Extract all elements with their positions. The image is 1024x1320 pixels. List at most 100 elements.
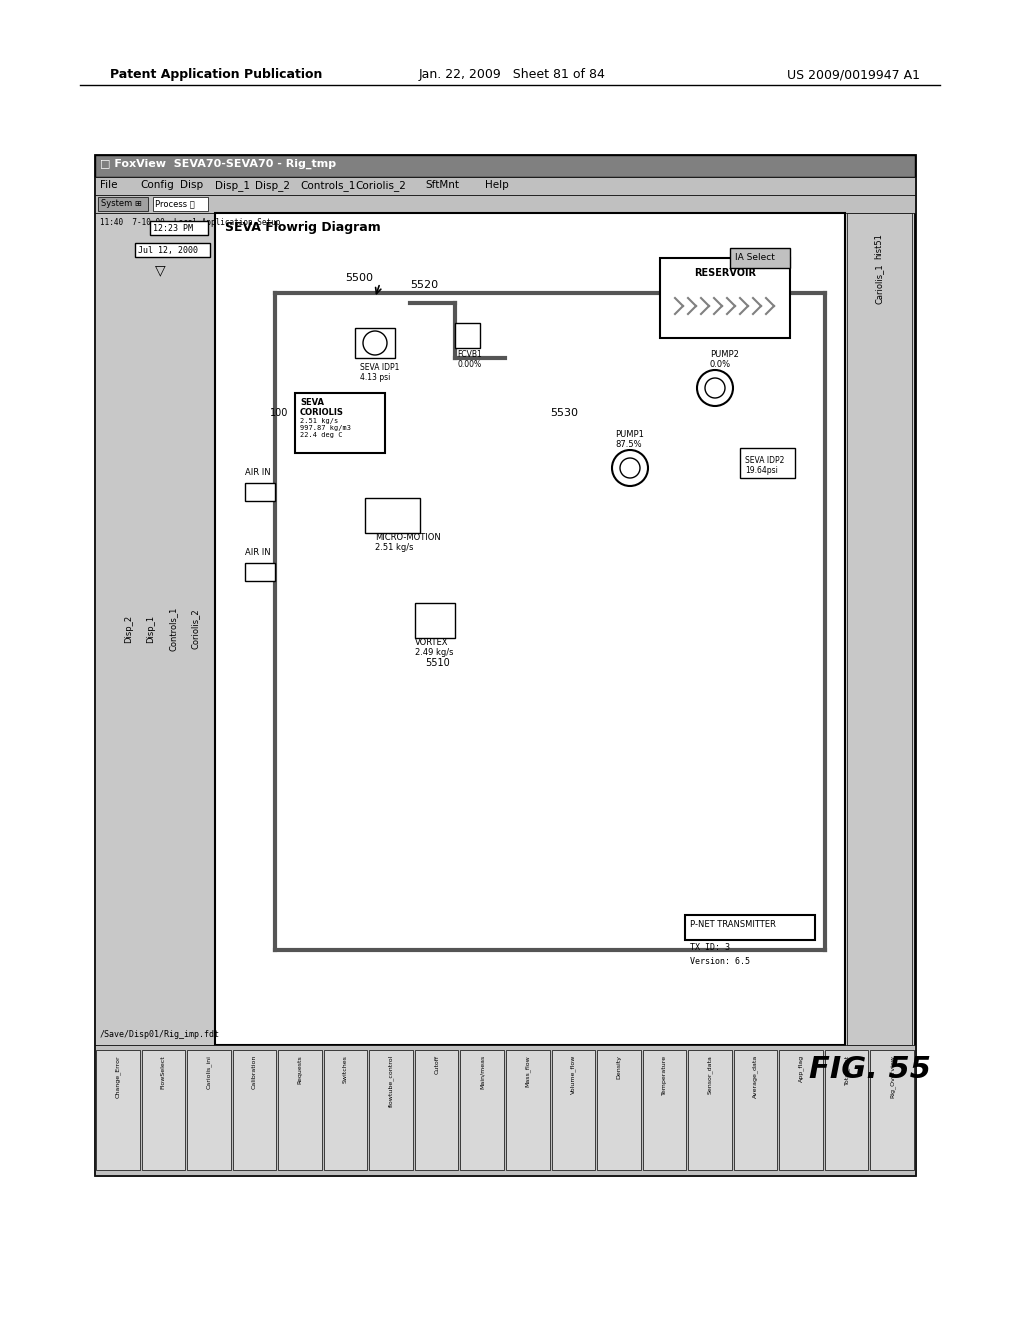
Bar	[355, 327, 395, 358]
Circle shape	[620, 458, 640, 478]
Text: Process 🔍: Process 🔍	[155, 199, 195, 209]
Circle shape	[362, 331, 387, 355]
Text: Density: Density	[616, 1055, 622, 1078]
Bar	[324, 1049, 368, 1170]
Text: Disp: Disp	[180, 180, 203, 190]
Text: File: File	[100, 180, 118, 190]
Text: 5530: 5530	[550, 408, 578, 418]
Text: Coriolis_2: Coriolis_2	[355, 180, 406, 191]
Text: App_flag: App_flag	[799, 1055, 804, 1082]
Text: Jan. 22, 2009   Sheet 81 of 84: Jan. 22, 2009 Sheet 81 of 84	[419, 69, 605, 81]
Text: Switches: Switches	[343, 1055, 348, 1082]
Text: 12:23 PM: 12:23 PM	[153, 224, 193, 234]
Text: Disp_2: Disp_2	[125, 615, 133, 643]
Text: Requests: Requests	[298, 1055, 302, 1084]
Bar	[685, 915, 815, 940]
Text: Average_data: Average_data	[753, 1055, 759, 1098]
Bar	[847, 213, 912, 1045]
Bar	[643, 1049, 686, 1170]
Text: hist51: hist51	[874, 234, 884, 259]
Bar	[455, 323, 480, 348]
Text: Disp_2: Disp_2	[255, 180, 290, 191]
Text: MICRO-MOTION
2.51 kg/s: MICRO-MOTION 2.51 kg/s	[375, 533, 440, 552]
Text: 2.51 kg/s
997.87 kg/m3
22.4 deg C: 2.51 kg/s 997.87 kg/m3 22.4 deg C	[300, 418, 351, 438]
Bar	[141, 1049, 185, 1170]
Bar	[279, 1049, 322, 1170]
Bar	[734, 1049, 777, 1170]
Text: FlowSelect: FlowSelect	[161, 1055, 166, 1089]
Bar	[96, 1049, 139, 1170]
Bar	[95, 195, 915, 213]
Bar	[730, 248, 790, 268]
Text: 5520: 5520	[410, 280, 438, 290]
Text: Cariolis_ini: Cariolis_ini	[206, 1055, 212, 1089]
Text: SEVA
CORIOLIS: SEVA CORIOLIS	[300, 399, 344, 417]
Text: 5500: 5500	[345, 273, 373, 282]
Text: /Save/Disp01/Rig_imp.fdt: /Save/Disp01/Rig_imp.fdt	[100, 1030, 220, 1039]
Text: Controls_1: Controls_1	[169, 607, 177, 651]
Bar	[215, 213, 845, 1045]
Text: 11:40  7-10-00  Local Application Setup: 11:40 7-10-00 Local Application Setup	[100, 218, 281, 227]
Bar	[870, 1049, 914, 1170]
Bar	[461, 1049, 504, 1170]
Text: SEVA Flowrig Diagram: SEVA Flowrig Diagram	[225, 220, 381, 234]
Text: Controls_1: Controls_1	[300, 180, 355, 191]
Text: □ FoxView  SEVA70-SEVA70 - Rig_tmp: □ FoxView SEVA70-SEVA70 - Rig_tmp	[100, 158, 336, 169]
Text: Change_Error: Change_Error	[115, 1055, 121, 1098]
Text: SEVA IDP2
19.64psi: SEVA IDP2 19.64psi	[745, 455, 784, 475]
Text: Temperature: Temperature	[662, 1055, 667, 1096]
Text: Disp_1: Disp_1	[146, 615, 156, 643]
Bar	[506, 1049, 550, 1170]
Text: Cutoff: Cutoff	[434, 1055, 439, 1074]
Text: Main/meas: Main/meas	[479, 1055, 484, 1089]
Text: Sensor_data: Sensor_data	[708, 1055, 713, 1094]
Bar	[779, 1049, 823, 1170]
Bar	[825, 1049, 868, 1170]
Text: Config: Config	[140, 180, 174, 190]
Bar	[552, 1049, 595, 1170]
Text: SftMnt: SftMnt	[425, 180, 459, 190]
Circle shape	[697, 370, 733, 407]
Text: 100: 100	[270, 408, 289, 418]
Circle shape	[705, 378, 725, 399]
Text: AIR IN: AIR IN	[245, 469, 270, 477]
Text: TX ID: 3: TX ID: 3	[690, 942, 730, 952]
Bar	[95, 177, 915, 195]
Text: Patent Application Publication: Patent Application Publication	[110, 69, 323, 81]
Text: Rig_Overview: Rig_Overview	[890, 1055, 895, 1098]
Text: ▽: ▽	[155, 263, 165, 277]
Bar	[597, 1049, 641, 1170]
Bar	[153, 197, 208, 211]
Bar	[150, 220, 208, 235]
Bar	[740, 447, 795, 478]
Text: 5510: 5510	[425, 657, 450, 668]
Circle shape	[612, 450, 648, 486]
Text: Volume_flow: Volume_flow	[570, 1055, 577, 1094]
Text: PUMP2
0.0%: PUMP2 0.0%	[710, 350, 739, 370]
Text: Jul 12, 2000: Jul 12, 2000	[138, 246, 198, 255]
Text: PUMP1
87.5%: PUMP1 87.5%	[615, 430, 644, 449]
Bar	[187, 1049, 230, 1170]
Text: SEVA IDP1
4.13 psi: SEVA IDP1 4.13 psi	[360, 363, 399, 383]
Text: VORTEX
2.49 kg/s: VORTEX 2.49 kg/s	[415, 638, 454, 657]
Bar	[688, 1049, 732, 1170]
Text: US 2009/0019947 A1: US 2009/0019947 A1	[787, 69, 920, 81]
Text: IA Select: IA Select	[735, 253, 775, 261]
Bar	[95, 154, 915, 1175]
Text: Mass_flow: Mass_flow	[525, 1055, 530, 1086]
Text: Calibration: Calibration	[252, 1055, 257, 1089]
Text: Coriolis_2: Coriolis_2	[190, 609, 200, 649]
Text: Disp_1: Disp_1	[215, 180, 250, 191]
Bar	[95, 213, 215, 1045]
Bar	[365, 498, 420, 533]
Text: P-NET TRANSMITTER: P-NET TRANSMITTER	[690, 920, 776, 929]
Text: Help: Help	[485, 180, 509, 190]
Bar	[135, 243, 210, 257]
Text: System ⊞: System ⊞	[101, 199, 142, 209]
Bar	[232, 1049, 276, 1170]
Text: Cariolis_1: Cariolis_1	[874, 263, 884, 304]
Text: Version: 6.5: Version: 6.5	[690, 957, 750, 966]
Bar	[95, 154, 915, 177]
Bar	[415, 1049, 459, 1170]
Bar	[245, 564, 275, 581]
